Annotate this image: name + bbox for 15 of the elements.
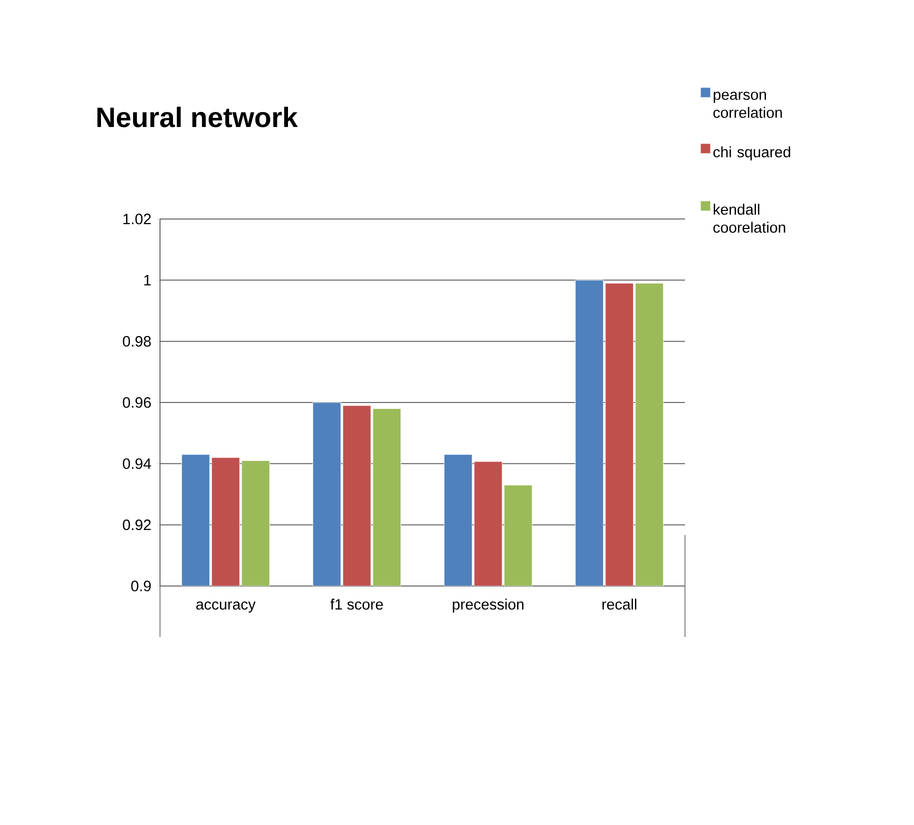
y-tick-label: 0.92 bbox=[122, 520, 151, 530]
legend-label: pearson correlation bbox=[713, 92, 782, 118]
y-tick-label: 0.98 bbox=[122, 336, 151, 347]
x-tick-label: precession bbox=[452, 598, 524, 613]
y-tick-label: 0.9 bbox=[131, 580, 151, 592]
y-tick-label: 1 bbox=[144, 275, 151, 286]
x-tick-label: recall bbox=[602, 598, 636, 610]
x-tick-label: accuracy bbox=[196, 601, 256, 613]
y-tick-label: 1.02 bbox=[123, 214, 151, 224]
x-tick-label: f1 score bbox=[330, 598, 383, 610]
y-tick-label: 0.96 bbox=[122, 397, 151, 408]
legend-label: chi squared bbox=[713, 146, 790, 160]
chart-title: Neural network bbox=[97, 106, 298, 128]
legend-label: kendall coorelation bbox=[713, 204, 786, 233]
y-tick-label: 0.94 bbox=[122, 458, 152, 469]
